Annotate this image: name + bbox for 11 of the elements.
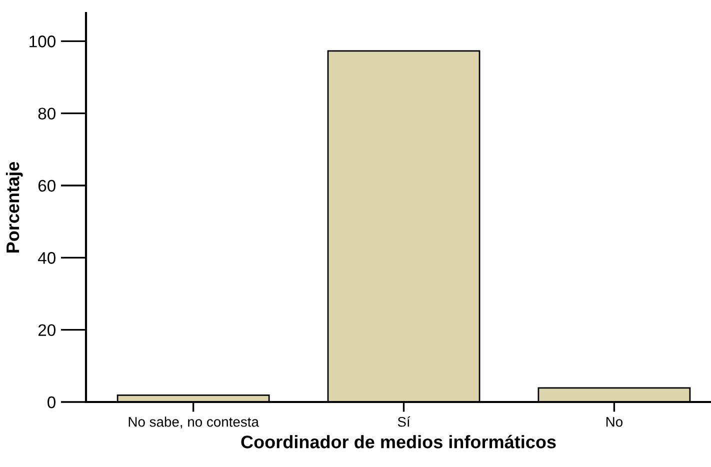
y-tick-label: 40: [38, 252, 56, 264]
y-tick-label: 60: [38, 180, 56, 192]
x-axis-title: Coordinador de medios informáticos: [241, 434, 556, 448]
y-tick-label: 80: [38, 108, 56, 120]
y-tick-label: 0: [48, 396, 56, 408]
x-tick-label: Sí: [398, 416, 410, 427]
x-tick-label: No: [606, 417, 622, 427]
y-tick-label: 20: [38, 324, 56, 336]
y-axis-title: Porcentaje: [6, 162, 23, 252]
x-tick-label: No sabe, no contesta: [128, 416, 259, 428]
y-tick-label: 100: [30, 36, 56, 48]
